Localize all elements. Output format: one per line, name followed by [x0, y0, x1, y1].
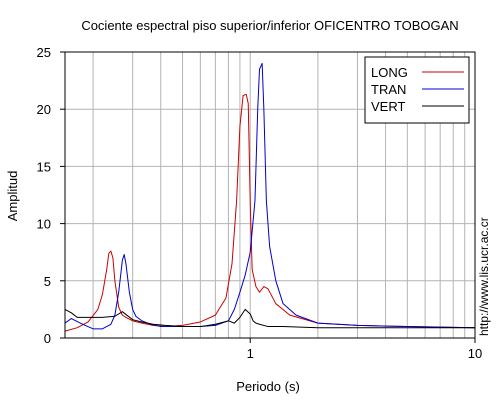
y-tick-label: 0: [44, 331, 51, 346]
legend-box: [364, 56, 470, 124]
y-tick-label: 10: [37, 217, 51, 232]
y-axis-label: Amplitud: [5, 171, 20, 222]
legend-label-tran: TRAN: [371, 82, 406, 97]
y-tick-label: 20: [37, 102, 51, 117]
plot-frame: [64, 51, 476, 339]
series-line-vert: [64, 308, 475, 329]
chart-title: Cociente espectral piso superior/inferio…: [81, 18, 458, 33]
series-line-long: [64, 93, 476, 332]
y-tick-label: 5: [44, 274, 51, 289]
x-tick-label: 10: [468, 346, 482, 361]
legend-label-vert: VERT: [371, 99, 405, 114]
x-tick-label: 1: [247, 346, 254, 361]
x-axis-ticks: 1 10: [247, 338, 482, 361]
series-layer: [64, 62, 476, 332]
y-tick-label: 25: [37, 45, 51, 60]
legend-label-long: LONG: [371, 65, 408, 80]
legend: LONG TRAN VERT: [364, 56, 470, 124]
series-line-tran: [64, 62, 476, 330]
side-note: http://www.lis.ucr.ac.cr: [477, 217, 491, 336]
x-axis-label: Periodo (s): [236, 379, 300, 394]
y-tick-label: 15: [37, 159, 51, 174]
y-axis-ticks: 0 5 10 15 20 25: [37, 45, 65, 346]
